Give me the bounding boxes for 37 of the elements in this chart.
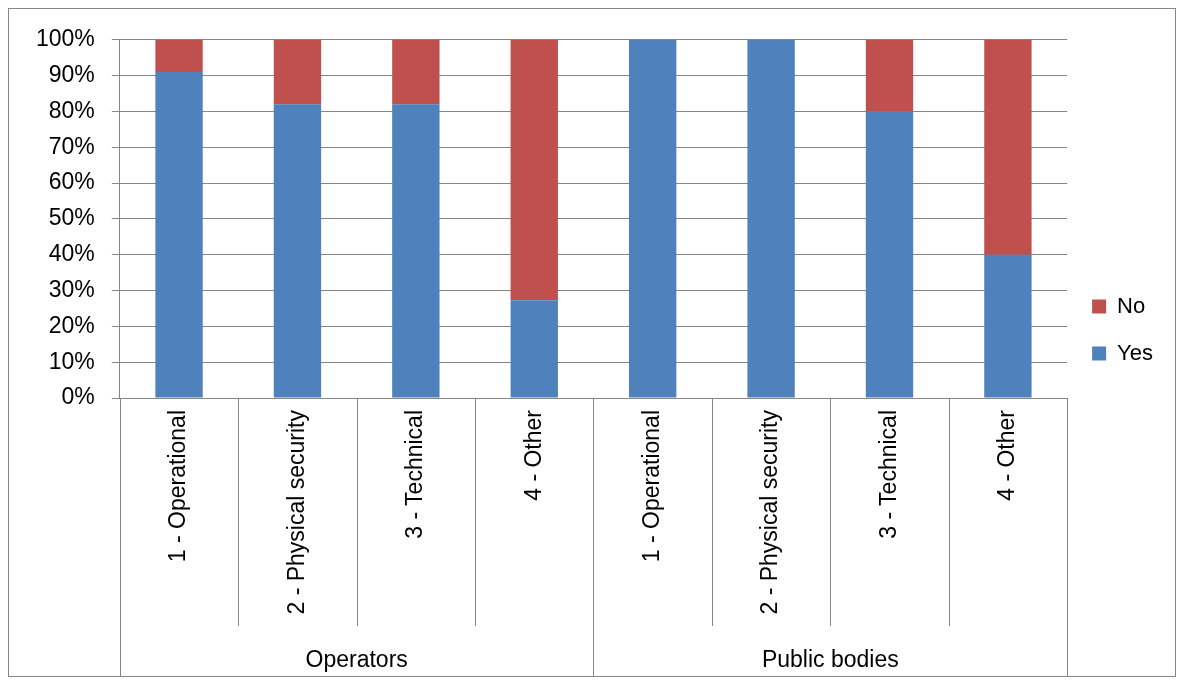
- bar: [628, 39, 677, 398]
- y-tick-label: 80%: [48, 96, 95, 123]
- text: Operators: [305, 646, 408, 673]
- y-tick-label: 30%: [48, 275, 95, 302]
- x-tick-label: 4 - Other: [993, 409, 1020, 501]
- y-tick-label: 50%: [48, 204, 95, 231]
- bar: [273, 104, 322, 398]
- bar: [984, 39, 1032, 255]
- y-tick-label: 100%: [36, 25, 95, 52]
- x-tick-label: 3 - Technical: [874, 410, 901, 539]
- bar: [747, 39, 795, 398]
- bar: [155, 39, 203, 73]
- bar: [510, 39, 558, 301]
- y-tick-label: 90%: [48, 60, 95, 87]
- legend-label: Yes: [1117, 339, 1153, 365]
- bar: [392, 104, 440, 398]
- x-tick-label: 2 - Physical security: [756, 409, 783, 615]
- x-tick-label: 4 - Other: [519, 409, 546, 501]
- x-tick-label: 3 - Technical: [401, 410, 428, 539]
- y-tick-label: 10%: [48, 347, 95, 374]
- bar: [510, 300, 558, 398]
- bar: [155, 72, 203, 398]
- bar: [865, 39, 914, 112]
- x-tick-label: 2 - Physical security: [282, 409, 309, 615]
- bar: [273, 39, 322, 105]
- y-tick-label: 0%: [61, 383, 95, 410]
- y-tick-label: 60%: [48, 168, 95, 195]
- bar: [865, 111, 914, 398]
- y-tick-label: 20%: [48, 311, 95, 338]
- legend-label: No: [1117, 292, 1146, 318]
- text: Public bodies: [761, 646, 899, 673]
- y-tick-label: 40%: [48, 240, 95, 267]
- y-tick-label: 70%: [48, 132, 95, 159]
- bar: [984, 254, 1032, 398]
- x-tick-label: 1 - Operational: [638, 410, 665, 563]
- x-tick-label: 1 - Operational: [164, 410, 191, 563]
- bar: [392, 39, 440, 105]
